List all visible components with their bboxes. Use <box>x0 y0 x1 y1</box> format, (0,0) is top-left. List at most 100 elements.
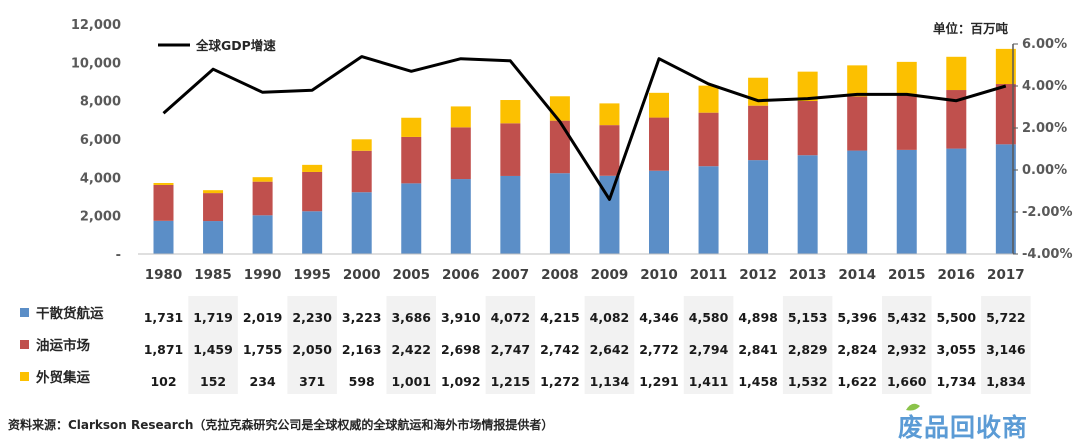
bar-segment <box>203 193 224 222</box>
x-axis-category-label: 2012 <box>739 267 777 283</box>
x-axis-category-label: 2010 <box>640 267 678 283</box>
table-cell: 4,072 <box>491 310 531 325</box>
bar-segment <box>401 183 422 254</box>
bar-segment <box>797 71 818 102</box>
table-legend-key <box>20 340 29 349</box>
table-cell: 5,153 <box>788 310 828 325</box>
x-axis-category-label: 2013 <box>789 267 827 283</box>
bar-segment <box>797 101 818 156</box>
x-axis-category-label: 2017 <box>987 267 1025 283</box>
table-cell: 4,346 <box>639 310 679 325</box>
table-cell: 2,642 <box>590 342 630 357</box>
bar-segment <box>946 90 967 149</box>
data-table: 干散货航运 1,731 1,719 2,019 2,230 3,223 3,686 3,910… <box>20 305 1026 389</box>
right-axis-tick-label: 0.00% <box>1022 163 1067 178</box>
table-cell: 2,824 <box>837 342 877 357</box>
bar-segment <box>698 112 719 167</box>
bar-segment <box>549 96 570 121</box>
bar-segment <box>896 61 917 94</box>
table-column-shade <box>188 296 238 394</box>
table-cell: 1,459 <box>193 342 233 357</box>
table-cell: 2,019 <box>243 310 283 325</box>
table-cell: 598 <box>349 374 375 389</box>
table-row-label: 干散货航运 <box>36 305 104 322</box>
bar-segment <box>896 93 917 150</box>
table-cell: 1,458 <box>738 374 778 389</box>
watermark-text: 废品回收商 <box>898 413 1028 441</box>
right-axis-tick-label: 6.00% <box>1022 37 1067 52</box>
bar-segment <box>153 184 174 221</box>
table-column-shade <box>386 296 437 394</box>
left-axis-tick-label: 12,000 <box>71 18 121 33</box>
legend: 全球GDP增速 <box>158 38 276 53</box>
table-cell: 3,686 <box>391 310 431 325</box>
bar-segment <box>500 175 521 254</box>
bar-segment <box>797 155 818 254</box>
table-column-shade <box>981 296 1031 394</box>
table-cell: 1,755 <box>243 342 283 357</box>
table-cell: 2,841 <box>738 342 778 357</box>
table-cell: 1,001 <box>391 374 431 389</box>
x-axis-category-label: 2011 <box>690 267 728 283</box>
bar-segment <box>649 170 669 254</box>
watermark: 废品回收商 <box>898 403 1028 441</box>
right-y-axis: -4.00% -2.00% 0.00% 2.00% 4.00% 6.00% <box>1012 37 1073 262</box>
bar-segment <box>401 136 422 184</box>
table-cell: 2,230 <box>292 310 332 325</box>
table-cell: 1,134 <box>590 374 630 389</box>
table-column-shade <box>881 296 932 394</box>
table-cell: 1,719 <box>193 310 233 325</box>
leaf-icon <box>906 403 920 411</box>
table-cell: 1,272 <box>540 374 580 389</box>
table-cell: 102 <box>150 374 176 389</box>
bar-segment <box>203 190 224 194</box>
x-axis-category-label: 2000 <box>343 267 381 283</box>
table-cell: 2,698 <box>441 342 481 357</box>
table-cell: 1,411 <box>689 374 729 389</box>
gdp-line-group <box>162 55 1007 201</box>
table-cell: 234 <box>250 374 276 389</box>
x-axis-category-label: 2008 <box>541 267 579 283</box>
bar-segment <box>302 211 323 254</box>
bar-segment <box>351 192 372 254</box>
table-cell: 3,146 <box>986 342 1026 357</box>
x-axis-category-label: 1995 <box>293 267 331 283</box>
table-cell: 5,396 <box>837 310 877 325</box>
bar-segment <box>847 65 868 97</box>
left-y-axis: - 2,000 4,000 6,000 8,000 10,000 12,000 <box>71 18 121 263</box>
x-axis-category-label: 2016 <box>938 267 976 283</box>
bar-segment <box>450 179 471 254</box>
table-cell: 2,742 <box>540 342 580 357</box>
table-legend-key <box>20 308 29 317</box>
right-axis-tick-label: -4.00% <box>1022 247 1073 262</box>
table-cell: 4,082 <box>590 310 630 325</box>
bar-segment <box>847 96 868 151</box>
bar-segment <box>401 117 422 137</box>
table-cell: 2,794 <box>689 342 729 357</box>
bar-segment <box>649 92 669 118</box>
table-cell: 1,291 <box>639 374 679 389</box>
bar-segment <box>748 160 769 254</box>
table-cell: 2,932 <box>887 342 927 357</box>
bar-segment <box>698 85 719 113</box>
table-cell: 5,432 <box>887 310 927 325</box>
table-cell: 1,834 <box>986 374 1026 389</box>
table-cell: 1,660 <box>887 374 927 389</box>
table-column-shade <box>683 296 734 394</box>
stacked-bars <box>153 48 1016 254</box>
x-axis-category-label: 1990 <box>244 267 282 283</box>
table-column-shade <box>485 296 536 394</box>
table-cell: 1,532 <box>788 374 828 389</box>
table-column-shade <box>287 296 337 394</box>
bar-segment <box>153 183 174 185</box>
bar-segment <box>252 177 273 182</box>
x-axis-category-label: 1985 <box>194 267 232 283</box>
left-axis-tick-label: 4,000 <box>80 171 121 186</box>
unit-label: 单位：百万吨 <box>933 21 1009 36</box>
bar-segment <box>252 215 273 254</box>
bar-segment <box>351 139 372 151</box>
table-cell: 5,500 <box>937 310 977 325</box>
table-row-label: 外贸集运 <box>36 369 90 386</box>
table-row-label: 油运市场 <box>36 337 90 354</box>
